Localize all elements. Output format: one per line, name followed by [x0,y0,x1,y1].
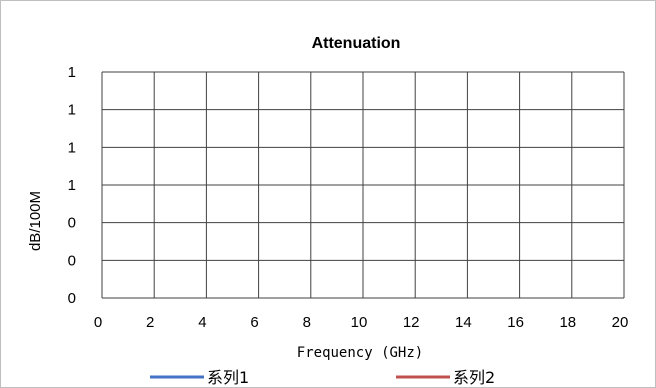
y-tick-label: 1 [68,64,76,81]
legend: 系列1 系列2 [150,368,495,387]
y-tick-label: 0 [68,252,76,269]
x-tick-label: 14 [455,314,472,331]
y-tick-label: 0 [68,215,76,232]
y-tick-label: 1 [68,102,76,119]
y-tick-label: 0 [68,290,76,307]
legend-label: 系列2 [453,368,495,387]
x-tick-label: 4 [198,314,206,331]
y-tick-label: 1 [68,177,76,194]
x-tick-label: 8 [303,314,311,331]
legend-label: 系列1 [207,368,249,387]
y-axis-label: dB/100M [27,191,44,251]
x-axis-label: Frequency (GHz) [297,345,423,361]
x-tick-label: 2 [146,314,154,331]
x-tick-label: 20 [612,314,629,331]
x-tick-label: 10 [351,314,368,331]
chart-title: Attenuation [312,35,401,52]
x-tick-label: 18 [559,314,576,331]
y-axis-ticks: 0 0 0 1 1 1 1 [68,64,76,307]
y-tick-label: 1 [68,139,76,156]
x-tick-label: 16 [507,314,524,331]
x-axis-ticks: 0 2 4 6 8 10 12 14 16 18 20 [94,314,629,331]
x-tick-label: 0 [94,314,102,331]
x-tick-label: 12 [403,314,420,331]
plot-grid [101,71,625,299]
x-tick-label: 6 [250,314,258,331]
